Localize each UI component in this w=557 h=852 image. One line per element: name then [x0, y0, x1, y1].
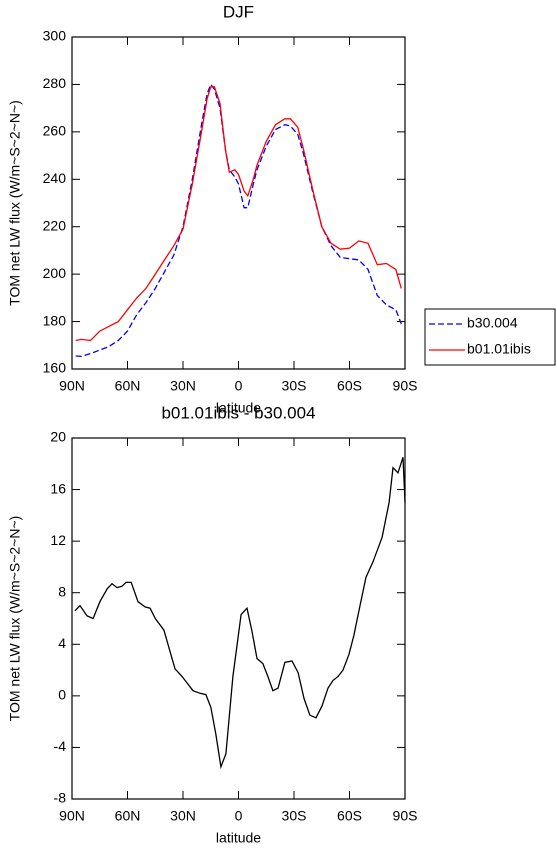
- x-tick-label: 0: [235, 378, 243, 394]
- y-tick-label: 220: [43, 217, 67, 233]
- y-tick-label: 240: [43, 170, 67, 186]
- plot-frame: [71, 437, 406, 800]
- plot-frame: [71, 36, 406, 370]
- data-line: [75, 86, 402, 342]
- y-tick-label: 200: [43, 265, 67, 281]
- x-tick-label: 90S: [393, 808, 418, 824]
- x-tick-label: 60S: [337, 808, 362, 824]
- x-axis-label: latitude: [216, 830, 261, 846]
- x-tick-label: 0: [235, 808, 243, 824]
- panel: DJF latitude TOM net LW flux (W/m~S~2~N~) 1…: [7, 2, 556, 416]
- y-tick-label: 4: [58, 635, 66, 651]
- x-tick-label: 30N: [170, 808, 196, 824]
- y-tick-label: 180: [43, 312, 67, 328]
- x-axis-label: latitude: [216, 400, 261, 416]
- y-tick-label: 300: [43, 28, 67, 44]
- y-tick-label: 12: [50, 532, 66, 548]
- y-axis-label: TOM net LW flux (W/m~S~2~N~): [7, 516, 23, 722]
- legend-label: b01.01ibis: [467, 341, 531, 357]
- y-tick-label: 280: [43, 75, 67, 91]
- y-tick-label: 260: [43, 123, 67, 139]
- y-tick-label: 160: [43, 360, 67, 376]
- x-tick-label: 90S: [393, 378, 418, 394]
- x-tick-label: 30S: [282, 808, 307, 824]
- y-tick-label: 0: [58, 687, 66, 703]
- chart-title: DJF: [223, 2, 254, 21]
- x-tick-label: 90N: [59, 378, 85, 394]
- y-tick-label: -4: [54, 738, 67, 754]
- x-tick-label: 60S: [337, 378, 362, 394]
- y-tick-label: -8: [54, 790, 67, 806]
- x-tick-label: 60N: [115, 808, 141, 824]
- x-tick-label: 60N: [115, 378, 141, 394]
- data-line: [75, 83, 402, 358]
- chart-title: b01.01ibis - b30.004: [161, 403, 315, 422]
- x-tick-label: 30S: [282, 378, 307, 394]
- legend-label: b30.004: [467, 315, 518, 331]
- y-tick-label: 20: [50, 429, 66, 445]
- y-axis-label: TOM net LW flux (W/m~S~2~N~): [7, 100, 23, 306]
- y-tick-label: 8: [58, 583, 66, 599]
- legend-box: [424, 308, 556, 366]
- data-line: [74, 457, 406, 770]
- x-tick-label: 90N: [59, 808, 85, 824]
- y-tick-label: 16: [50, 480, 66, 496]
- x-tick-label: 30N: [170, 378, 196, 394]
